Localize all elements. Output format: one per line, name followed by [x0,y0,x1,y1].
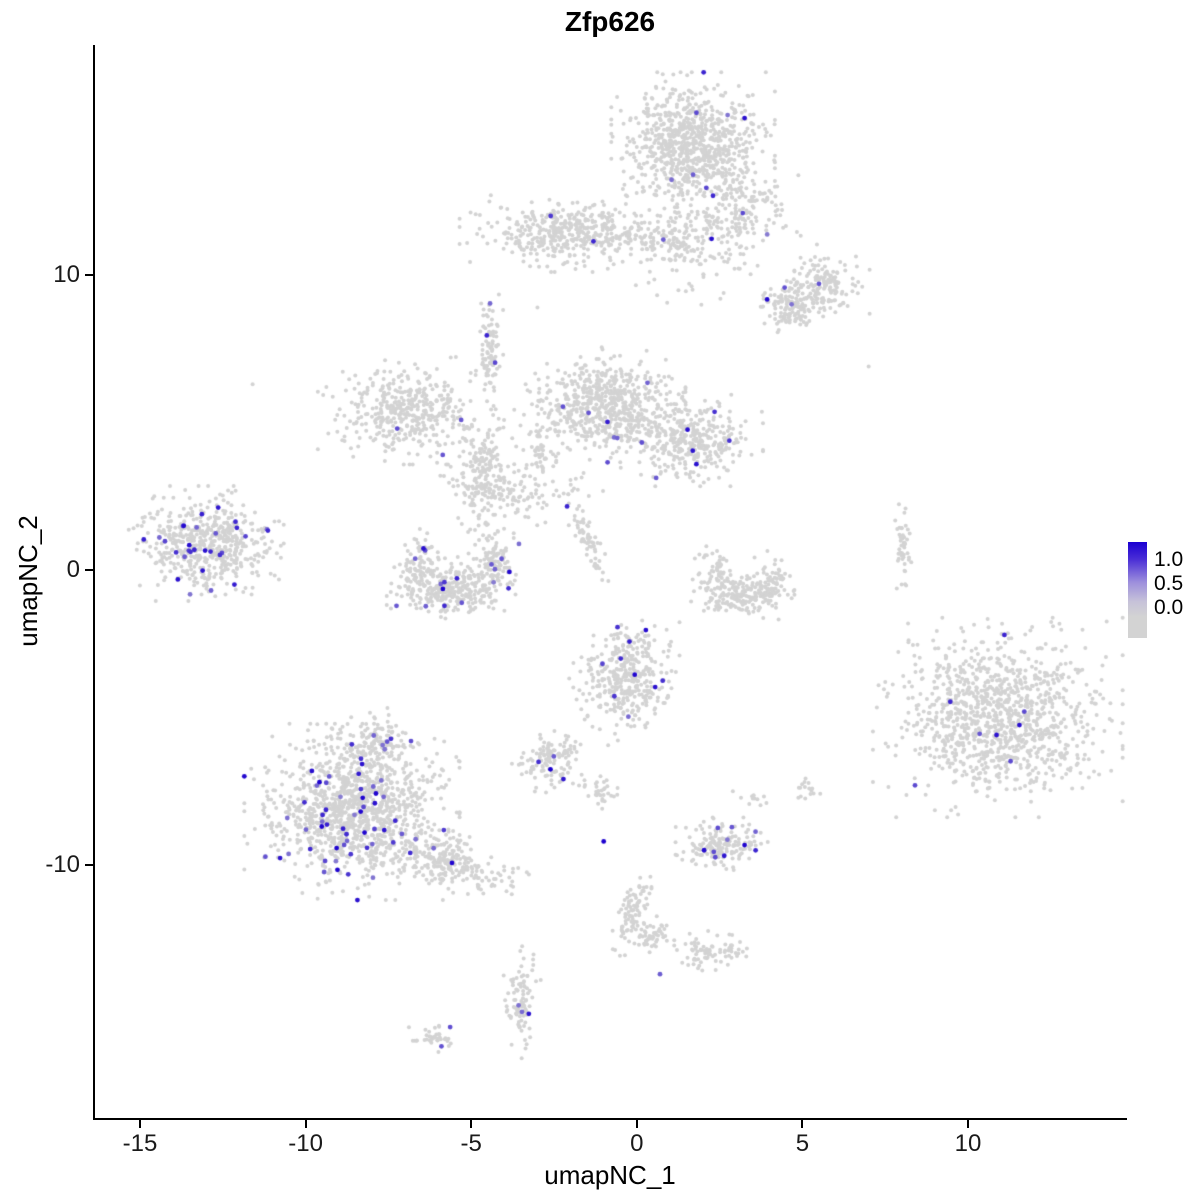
colorbar-gradient [1128,542,1147,638]
x-tick-mark [967,1120,969,1128]
plot-title: Zfp626 [564,6,656,37]
y-tick-mark [85,569,93,571]
y-tick-label: 10 [53,261,80,288]
x-tick-label: -10 [288,1130,323,1157]
x-tick-label: 5 [795,1130,810,1157]
y-axis-title: umapNC_2 [13,515,43,647]
x-tick-mark [304,1120,307,1128]
x-tick-mark [801,1120,804,1128]
x-tick-label: 0 [630,1130,644,1157]
y-tick-label: 0 [66,556,80,583]
x-tick-label: 10 [954,1130,982,1157]
legend-tick-low: 0.0 [1154,596,1184,619]
y-axis-line [93,45,95,1120]
x-tick-mark [470,1120,473,1128]
legend-tick-high: 1.0 [1154,548,1184,571]
x-tick-mark [139,1120,141,1128]
color-legend: 1.0 0.5 0.0 [1128,540,1200,652]
legend-tick-mid: 0.5 [1154,572,1184,595]
x-tick-mark [635,1120,638,1128]
y-tick-mark [85,864,93,866]
x-axis-line [93,1118,1127,1120]
x-tick-label: -5 [460,1130,482,1157]
x-axis-title: umapNC_1 [544,1160,676,1190]
x-tick-label: -15 [122,1130,158,1157]
y-tick-mark [85,274,93,276]
y-tick-label: -10 [45,851,80,878]
